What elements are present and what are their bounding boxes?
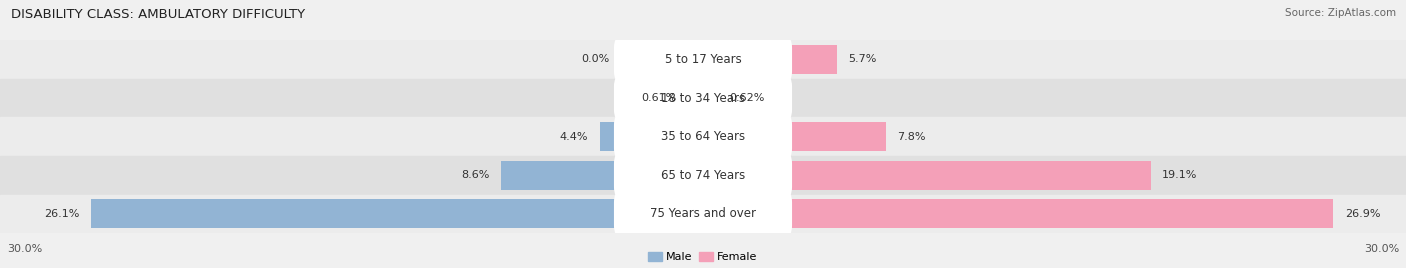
FancyBboxPatch shape: [614, 114, 792, 160]
Bar: [703, 161, 1150, 190]
Text: 0.62%: 0.62%: [730, 93, 765, 103]
Legend: Male, Female: Male, Female: [648, 252, 758, 262]
Bar: [703, 84, 717, 113]
Text: DISABILITY CLASS: AMBULATORY DIFFICULTY: DISABILITY CLASS: AMBULATORY DIFFICULTY: [11, 8, 305, 21]
FancyBboxPatch shape: [614, 152, 792, 198]
FancyBboxPatch shape: [614, 191, 792, 237]
Text: 5 to 17 Years: 5 to 17 Years: [665, 53, 741, 66]
Bar: [0, 40, 1406, 79]
Bar: [600, 122, 703, 151]
Bar: [0, 195, 1406, 233]
Bar: [502, 161, 703, 190]
Text: 4.4%: 4.4%: [560, 132, 588, 142]
FancyBboxPatch shape: [614, 75, 792, 121]
Text: 35 to 64 Years: 35 to 64 Years: [661, 130, 745, 143]
Bar: [0, 79, 1406, 117]
Bar: [0, 156, 1406, 195]
Text: 18 to 34 Years: 18 to 34 Years: [661, 92, 745, 105]
Text: 19.1%: 19.1%: [1163, 170, 1198, 180]
Text: 30.0%: 30.0%: [7, 244, 42, 254]
Text: 65 to 74 Years: 65 to 74 Years: [661, 169, 745, 182]
Bar: [703, 45, 837, 74]
Bar: [0, 117, 1406, 156]
Bar: [703, 122, 886, 151]
Text: 26.1%: 26.1%: [45, 209, 80, 219]
FancyBboxPatch shape: [614, 36, 792, 83]
Text: 30.0%: 30.0%: [1364, 244, 1399, 254]
Bar: [689, 84, 703, 113]
Bar: [91, 199, 703, 228]
Text: 8.6%: 8.6%: [461, 170, 489, 180]
Text: 7.8%: 7.8%: [897, 132, 927, 142]
Bar: [703, 199, 1333, 228]
Text: Source: ZipAtlas.com: Source: ZipAtlas.com: [1285, 8, 1396, 18]
Text: 5.7%: 5.7%: [848, 54, 877, 65]
Text: 0.0%: 0.0%: [581, 54, 609, 65]
Text: 26.9%: 26.9%: [1346, 209, 1381, 219]
Text: 75 Years and over: 75 Years and over: [650, 207, 756, 220]
Text: 0.61%: 0.61%: [641, 93, 678, 103]
